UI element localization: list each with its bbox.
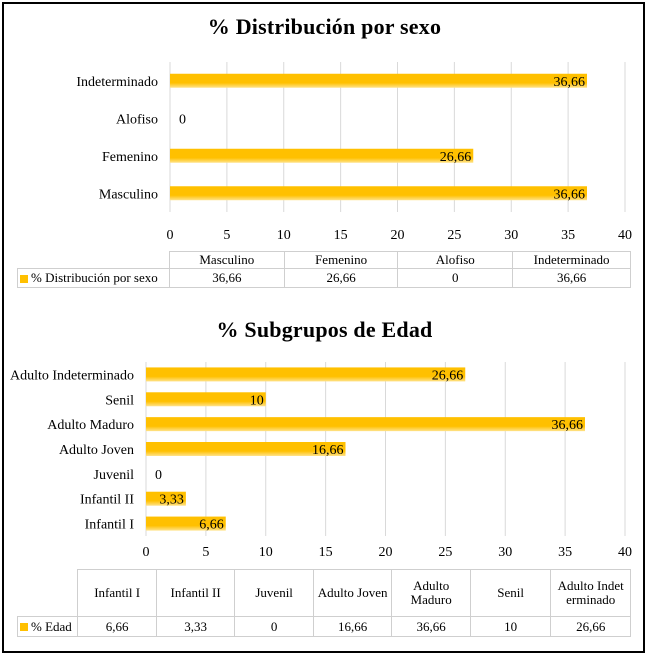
chart1-category-label: Masculino <box>99 187 158 202</box>
chart2-data-label: 26,66 <box>432 368 464 383</box>
chart1-table-col-header: Masculino <box>168 251 285 269</box>
chart1-x-tick-label: 10 <box>277 228 291 243</box>
chart2-bar <box>146 491 186 506</box>
chart1-table-value: 36,66 <box>512 268 631 288</box>
chart2-x-tick-label: 35 <box>558 545 572 560</box>
chart2-category-label: Senil <box>105 393 134 408</box>
legend-swatch <box>20 274 28 283</box>
chart1-bar <box>170 73 588 88</box>
chart1-category-label: Alofiso <box>116 112 158 127</box>
chart2-table-value: 6,66 <box>77 616 157 637</box>
chart2-category-label: Adulto Maduro <box>47 418 134 433</box>
chart2-table-value: 16,66 <box>312 616 393 637</box>
chart1-x-tick-label: 30 <box>504 228 518 243</box>
chart2-title: % Subgrupos de Edad <box>216 317 433 342</box>
chart2-bar <box>146 516 226 531</box>
chart2-bar <box>146 367 466 382</box>
chart2-table-col-header: Infantil I <box>77 569 157 617</box>
chart2-table-col-header: Adulto Joven <box>312 569 393 617</box>
chart2-x-tick-label: 40 <box>618 545 632 560</box>
chart2-table-value: 26,66 <box>550 616 631 637</box>
chart1-data-table: Masculino Femenino Alofiso Indeterminado… <box>17 251 631 288</box>
chart2-x-tick-label: 30 <box>498 545 512 560</box>
chart1-table-value: 36,66 <box>168 268 285 288</box>
chart1-x-tick-label: 35 <box>561 228 575 243</box>
chart1-bar <box>170 186 588 201</box>
chart2-table-value: 0 <box>234 616 314 637</box>
chart2-table-col-header: Senil <box>469 569 552 617</box>
chart2-x-tick-label: 0 <box>143 545 150 560</box>
chart2-x-tick-label: 25 <box>438 545 452 560</box>
chart2-x-tick-label: 15 <box>319 545 333 560</box>
chart2-data-label: 10 <box>250 393 264 408</box>
chart1-data-label: 0 <box>179 112 186 127</box>
chart1-x-tick-label: 15 <box>334 228 348 243</box>
chart1-category-label: Indeterminado <box>76 75 158 90</box>
chart2-x-tick-label: 10 <box>259 545 273 560</box>
chart2-table-value: 10 <box>469 616 552 637</box>
chart2-category-label: Juvenil <box>94 468 135 483</box>
chart1-x-tick-label: 40 <box>618 228 632 243</box>
chart2-table-corner <box>17 569 79 617</box>
chart1-table-col-header: Indeterminado <box>512 251 631 269</box>
chart2-x-tick-label: 5 <box>202 545 209 560</box>
chart2-data-label: 36,66 <box>552 418 584 433</box>
chart2-table-col-header: Juvenil <box>234 569 314 617</box>
chart2-table-col-header: Adulto Maduro <box>391 569 471 617</box>
chart2-x-tick-label: 20 <box>379 545 393 560</box>
chart1-data-label: 36,66 <box>554 75 586 90</box>
chart2-category-label: Adulto Indeterminado <box>10 368 134 383</box>
chart2-bar <box>146 392 266 407</box>
chart1-data-label: 36,66 <box>554 187 586 202</box>
chart2-table-col-header: Infantil II <box>155 569 236 617</box>
chart1-table-value: 0 <box>397 268 514 288</box>
chart1-category-label: Femenino <box>102 150 158 165</box>
chart2-table-value: 3,33 <box>155 616 236 637</box>
chart2-table-value: 36,66 <box>391 616 471 637</box>
chart1-x-tick-label: 0 <box>167 228 174 243</box>
chart1-x-tick-label: 25 <box>447 228 461 243</box>
chart2-data-label: 6,66 <box>199 518 224 533</box>
chart2-data-label: 16,66 <box>312 443 344 458</box>
chart2-table-legend-cell: % Edad <box>16 616 79 637</box>
chart1-table-legend-cell: % Distribución por sexo <box>17 268 170 288</box>
chart2-data-table: Infantil I Infantil II Juvenil Adulto Jo… <box>16 569 631 637</box>
chart2-data-label: 0 <box>155 468 162 483</box>
chart2-category-label: Infantil II <box>80 493 134 508</box>
chart2-bar <box>146 442 346 456</box>
chart2-category-label: Infantil I <box>85 518 135 533</box>
chart1-x-tick-label: 20 <box>391 228 405 243</box>
chart2-data-label: 3,33 <box>159 493 184 508</box>
chart1-legend-label: % Distribución por sexo <box>31 270 158 285</box>
chart1-title: % Distribución por sexo <box>207 14 442 39</box>
chart1-plot: 0 5 10 15 20 25 30 35 40 Masculino 36,66 Femenino 26… <box>76 62 632 243</box>
chart2-table-col-header: Adulto Indeterminado <box>550 569 631 617</box>
chart2-bar <box>146 417 586 432</box>
chart2-category-label: Adulto Joven <box>59 443 134 458</box>
chart2-legend-label: % Edad <box>31 618 72 634</box>
legend-swatch <box>20 623 28 632</box>
chart1-data-label: 26,66 <box>440 150 472 165</box>
chart1-table-value: 26,66 <box>283 268 399 288</box>
chart2-plot: 0 5 10 15 20 25 30 35 40 Infantil I 6,66 Infantil I… <box>10 362 632 560</box>
chart1-bar <box>170 148 474 163</box>
chart1-x-tick-label: 5 <box>223 228 230 243</box>
